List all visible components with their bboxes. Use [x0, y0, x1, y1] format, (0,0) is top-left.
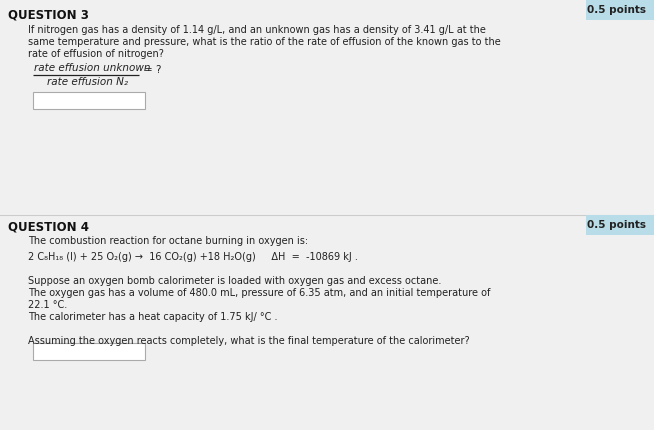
Text: If nitrogen gas has a density of 1.14 g/L, and an unknown gas has a density of 3: If nitrogen gas has a density of 1.14 g/…	[28, 25, 486, 35]
Text: 2 C₈H₁₈ (l) + 25 O₂(g) →  16 CO₂(g) +18 H₂O(g)     ΔH  =  -10869 kJ .: 2 C₈H₁₈ (l) + 25 O₂(g) → 16 CO₂(g) +18 H…	[28, 252, 358, 262]
Text: Suppose an oxygen bomb calorimeter is loaded with oxygen gas and excess octane.: Suppose an oxygen bomb calorimeter is lo…	[28, 276, 441, 286]
Text: The combustion reaction for octane burning in oxygen is:: The combustion reaction for octane burni…	[28, 236, 308, 246]
Text: rate effusion unknown: rate effusion unknown	[34, 63, 150, 73]
Text: QUESTION 3: QUESTION 3	[8, 8, 89, 21]
Text: 0.5 points: 0.5 points	[587, 220, 646, 230]
Text: The oxygen gas has a volume of 480.0 mL, pressure of 6.35 atm, and an initial te: The oxygen gas has a volume of 480.0 mL,…	[28, 288, 490, 298]
FancyBboxPatch shape	[33, 343, 145, 360]
Text: = ?: = ?	[144, 65, 162, 75]
FancyBboxPatch shape	[33, 92, 145, 109]
Text: 22.1 °C.: 22.1 °C.	[28, 300, 67, 310]
Text: rate of effusion of nitrogen?: rate of effusion of nitrogen?	[28, 49, 164, 59]
FancyBboxPatch shape	[586, 215, 654, 235]
Text: rate effusion N₂: rate effusion N₂	[47, 77, 128, 87]
Text: Assuming the oxygen reacts completely, what is the final temperature of the calo: Assuming the oxygen reacts completely, w…	[28, 336, 470, 346]
Text: The calorimeter has a heat capacity of 1.75 kJ/ °C .: The calorimeter has a heat capacity of 1…	[28, 312, 277, 322]
FancyBboxPatch shape	[586, 0, 654, 20]
Text: 0.5 points: 0.5 points	[587, 5, 646, 15]
Text: same temperature and pressure, what is the ratio of the rate of effusion of the : same temperature and pressure, what is t…	[28, 37, 501, 47]
Text: QUESTION 4: QUESTION 4	[8, 220, 89, 233]
